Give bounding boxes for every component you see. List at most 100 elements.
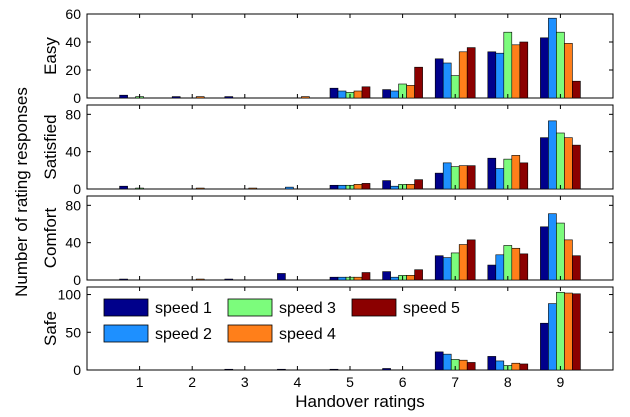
bar-easy-5-s1 bbox=[329, 87, 339, 99]
bar-satisfied-6-s5 bbox=[414, 179, 423, 190]
x-tick-label: 1 bbox=[136, 374, 144, 390]
bar-satisfied-6-s2 bbox=[390, 185, 399, 190]
y-tick-label: 80 bbox=[65, 106, 81, 122]
bar-safe-4-s1 bbox=[277, 368, 286, 371]
y-tick-label: 20 bbox=[65, 62, 81, 78]
bar-easy-8-s4 bbox=[511, 44, 521, 99]
bar-safe-8-s1 bbox=[487, 356, 497, 371]
bar-comfort-9-s4 bbox=[564, 239, 573, 281]
bar-satisfied-5-s4 bbox=[353, 184, 363, 190]
bar-satisfied-9-s3 bbox=[556, 132, 565, 190]
x-tick-label: 2 bbox=[188, 374, 196, 390]
bar-easy-5-s2 bbox=[337, 90, 347, 99]
bar-satisfied-8-s4 bbox=[511, 155, 521, 190]
bar-comfort-8-s5 bbox=[519, 253, 529, 281]
bar-satisfied-4-s2 bbox=[285, 186, 294, 190]
bar-satisfied-2-s4 bbox=[195, 187, 205, 190]
bar-comfort-8-s1 bbox=[487, 264, 497, 281]
bar-comfort-6-s5 bbox=[414, 269, 423, 281]
panel-label-satisfied: Satisfied bbox=[41, 114, 60, 179]
y-tick-label: 0 bbox=[73, 362, 81, 378]
bar-easy-5-s4 bbox=[353, 90, 363, 99]
bar-easy-9-s5 bbox=[572, 80, 581, 99]
bar-easy-8-s1 bbox=[487, 51, 497, 99]
bar-comfort-5-s5 bbox=[361, 272, 371, 281]
bar-easy-7-s5 bbox=[466, 47, 476, 99]
bar-safe-9-s1 bbox=[540, 322, 549, 371]
bar-satisfied-8-s5 bbox=[519, 162, 529, 190]
bar-satisfied-6-s4 bbox=[406, 184, 415, 190]
bar-easy-9-s2 bbox=[548, 17, 557, 99]
bar-easy-6-s1 bbox=[382, 89, 391, 99]
bar-satisfied-9-s5 bbox=[572, 144, 581, 190]
bar-easy-7-s2 bbox=[442, 62, 452, 99]
legend-label-speed-1: speed 1 bbox=[155, 300, 212, 317]
panel-label-safe: Safe bbox=[41, 311, 60, 346]
bar-safe-7-s5 bbox=[466, 362, 476, 371]
bar-safe-5-s1 bbox=[329, 368, 339, 371]
bar-comfort-6-s4 bbox=[406, 275, 415, 281]
bar-satisfied-7-s5 bbox=[466, 165, 476, 190]
x-tick-label: 5 bbox=[346, 374, 354, 390]
y-tick-label: 60 bbox=[65, 6, 81, 22]
bar-easy-9-s4 bbox=[564, 43, 573, 99]
bar-comfort-7-s4 bbox=[458, 244, 468, 281]
legend-swatch-speed-2 bbox=[103, 324, 149, 343]
bar-comfort-2-s4 bbox=[195, 278, 205, 281]
x-tick-label: 6 bbox=[399, 374, 407, 390]
bar-satisfied-7-s1 bbox=[434, 172, 444, 190]
bar-satisfied-9-s1 bbox=[540, 137, 549, 190]
bar-easy-7-s1 bbox=[434, 58, 444, 99]
legend-label-speed-3: speed 3 bbox=[279, 300, 336, 317]
y-tick-label: 50 bbox=[65, 324, 81, 340]
bar-comfort-9-s3 bbox=[556, 222, 565, 281]
bar-easy-9-s1 bbox=[540, 37, 549, 99]
y-tick-label: 0 bbox=[73, 90, 81, 106]
bar-safe-7-s1 bbox=[434, 351, 444, 371]
bar-safe-3-s1 bbox=[224, 368, 234, 371]
bar-easy-1-s1 bbox=[119, 94, 128, 99]
bar-easy-4-s4 bbox=[301, 96, 310, 99]
bar-satisfied-3-s4 bbox=[248, 187, 258, 190]
bar-satisfied-9-s2 bbox=[548, 120, 557, 190]
bar-easy-3-s1 bbox=[224, 96, 234, 99]
bar-safe-9-s4 bbox=[564, 292, 573, 371]
bar-comfort-7-s5 bbox=[466, 239, 476, 281]
bar-comfort-5-s2 bbox=[337, 276, 347, 281]
bar-satisfied-5-s1 bbox=[329, 184, 339, 190]
x-tick-label: 3 bbox=[241, 374, 249, 390]
y-tick-label: 40 bbox=[65, 144, 81, 160]
bar-easy-7-s4 bbox=[458, 51, 468, 99]
x-tick-label: 7 bbox=[451, 374, 459, 390]
legend-label-speed-4: speed 4 bbox=[279, 326, 336, 343]
x-tick-label: 9 bbox=[557, 374, 565, 390]
y-tick-label: 40 bbox=[65, 235, 81, 251]
bar-comfort-5-s4 bbox=[353, 276, 363, 281]
bar-comfort-9-s1 bbox=[540, 226, 549, 281]
bar-easy-5-s5 bbox=[361, 86, 371, 99]
bar-satisfied-5-s2 bbox=[337, 184, 347, 190]
bar-satisfied-7-s2 bbox=[442, 162, 452, 190]
y-tick-label: 0 bbox=[73, 272, 81, 288]
bar-safe-9-s3 bbox=[556, 291, 565, 371]
bar-easy-6-s5 bbox=[414, 66, 423, 99]
bar-comfort-5-s1 bbox=[329, 276, 339, 281]
bar-safe-6-s1 bbox=[382, 368, 391, 371]
y-tick-label: 100 bbox=[58, 287, 82, 303]
bar-easy-9-s3 bbox=[556, 31, 565, 99]
bar-comfort-6-s1 bbox=[382, 271, 391, 281]
bar-comfort-1-s1 bbox=[119, 278, 128, 281]
legend-label-speed-2: speed 2 bbox=[155, 326, 212, 343]
legend-swatch-speed-1 bbox=[103, 298, 149, 317]
panel-frame-comfort bbox=[86, 195, 614, 281]
bar-safe-8-s4 bbox=[511, 362, 521, 371]
bar-comfort-7-s3 bbox=[450, 252, 460, 281]
panel-frame-satisfied bbox=[86, 104, 614, 190]
y-tick-label: 40 bbox=[65, 34, 81, 50]
legend-swatch-speed-4 bbox=[227, 324, 273, 343]
bar-comfort-9-s5 bbox=[572, 255, 581, 281]
bar-comfort-8-s3 bbox=[503, 245, 513, 281]
bar-easy-2-s4 bbox=[195, 96, 205, 99]
y-axis-title: Number of rating responses bbox=[12, 87, 31, 297]
